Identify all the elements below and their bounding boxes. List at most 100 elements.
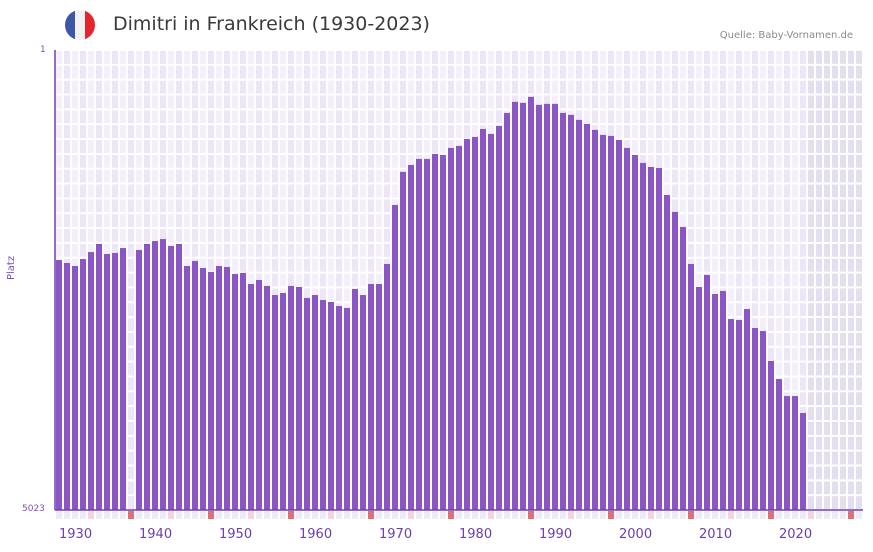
year-marker (672, 511, 678, 519)
bar (320, 299, 326, 510)
x-tick-label: 1970 (379, 527, 413, 542)
year-marker (688, 511, 694, 519)
year-marker (248, 511, 254, 519)
bar (360, 295, 366, 510)
year-marker (856, 511, 862, 519)
year-marker (392, 511, 398, 519)
year-marker (624, 511, 630, 519)
bar (496, 125, 502, 510)
year-marker (648, 511, 654, 519)
year-marker (544, 511, 550, 519)
year-marker (296, 511, 302, 519)
year-marker (256, 511, 262, 519)
bar (424, 158, 430, 510)
bar (592, 129, 598, 510)
source-link[interactable]: Quelle: Baby-Vornamen.de (719, 30, 853, 41)
year-marker (496, 511, 502, 519)
year-marker (432, 511, 438, 519)
year-marker (304, 511, 310, 519)
bar (184, 265, 190, 510)
year-marker (472, 511, 478, 519)
year-marker (320, 511, 326, 519)
bar (168, 246, 174, 510)
bar (256, 280, 262, 510)
year-marker (56, 511, 62, 519)
x-tick-label: 2000 (619, 527, 653, 542)
year-marker (520, 511, 526, 519)
year-marker (352, 511, 358, 519)
year-marker (288, 511, 294, 519)
bar (536, 104, 542, 511)
france-flag-icon (65, 10, 95, 40)
year-marker (152, 511, 158, 519)
bar (712, 294, 718, 510)
bar (336, 306, 342, 510)
bar (600, 134, 606, 510)
bar (152, 241, 158, 510)
bar (560, 112, 566, 510)
year-marker (664, 511, 670, 519)
year-marker (232, 511, 238, 519)
bar (368, 284, 374, 510)
bar (112, 252, 118, 511)
year-marker (328, 511, 334, 519)
year-marker (768, 511, 774, 519)
x-tick-label: 1950 (219, 527, 253, 542)
bar (376, 284, 382, 510)
year-marker (816, 511, 822, 519)
bar (200, 268, 206, 510)
year-marker (616, 511, 622, 519)
bar (288, 285, 294, 510)
year-marker (784, 511, 790, 519)
bar (96, 244, 102, 511)
bar (104, 253, 110, 511)
year-marker (376, 511, 382, 519)
year-marker (824, 511, 830, 519)
year-marker (136, 511, 142, 519)
bar (800, 412, 806, 510)
year-marker (272, 511, 278, 519)
year-marker (120, 511, 126, 519)
year-marker (528, 511, 534, 519)
bar (416, 158, 422, 510)
bar (80, 259, 86, 510)
bar (248, 284, 254, 510)
bar (176, 244, 182, 511)
year-marker (208, 511, 214, 519)
chart-header: Dimitri in Frankreich (1930-2023) Quelle… (0, 0, 873, 50)
year-marker (680, 511, 686, 519)
bar (160, 239, 166, 510)
bar (56, 260, 62, 510)
year-marker (128, 511, 134, 519)
x-tick-label: 1930 (59, 527, 93, 542)
bar (216, 265, 222, 510)
year-marker (400, 511, 406, 519)
bar (624, 147, 630, 510)
year-marker (800, 511, 806, 519)
bar (616, 139, 622, 510)
year-marker (568, 511, 574, 519)
bar (680, 226, 686, 511)
year-marker (176, 511, 182, 519)
bar (520, 102, 526, 511)
year-marker (848, 511, 854, 519)
year-marker (184, 511, 190, 519)
bar (440, 154, 446, 510)
flag-white-stripe (75, 10, 85, 40)
bar (736, 320, 742, 510)
bar (64, 262, 70, 510)
year-marker (536, 511, 542, 519)
bar (304, 297, 310, 510)
bar (472, 136, 478, 510)
year-marker (728, 511, 734, 519)
bar (264, 285, 270, 510)
bar (480, 128, 486, 510)
bar (312, 295, 318, 510)
year-marker (744, 511, 750, 519)
bar (432, 153, 438, 510)
bar (576, 119, 582, 510)
bar (408, 164, 414, 510)
year-marker (144, 511, 150, 519)
year-marker (712, 511, 718, 519)
